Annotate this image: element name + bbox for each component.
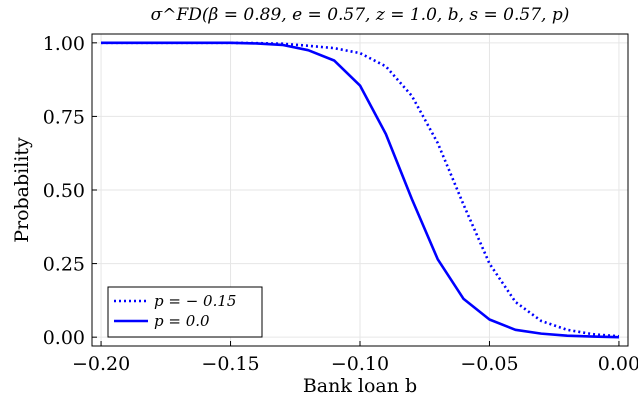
x-tick-label: −0.05 — [460, 353, 518, 375]
ticks: −0.20 −0.15 −0.10 −0.05 0.00 0.00 0.25 0.50 0.75… — [43, 33, 638, 375]
y-axis-label: Probability — [11, 137, 33, 243]
chart-title: σ^FD(β = 0.89, e = 0.57, z = 1.0, b, s =… — [151, 5, 570, 25]
series-layer — [101, 41, 620, 339]
y-tick-label: 0.75 — [43, 106, 85, 128]
legend-label-p-neg: p = − 0.15 — [154, 292, 236, 310]
x-axis-label: Bank loan b — [303, 375, 417, 397]
legend-box — [107, 286, 263, 338]
x-tick-label: 0.00 — [598, 353, 638, 375]
y-tick-label: 0.25 — [43, 254, 85, 276]
legend-label-p-zero: p = 0.0 — [154, 312, 210, 330]
x-tick-label: −0.20 — [72, 353, 130, 375]
series-line-p-zero — [101, 41, 619, 339]
x-tick-label: −0.10 — [331, 353, 389, 375]
legend: p = − 0.15 p = 0.0 — [107, 286, 263, 338]
y-tick-label: 0.50 — [43, 180, 85, 202]
y-tick-label: 1.00 — [43, 33, 85, 55]
x-tick-label: −0.15 — [201, 353, 259, 375]
y-tick-label: 0.00 — [43, 327, 85, 349]
